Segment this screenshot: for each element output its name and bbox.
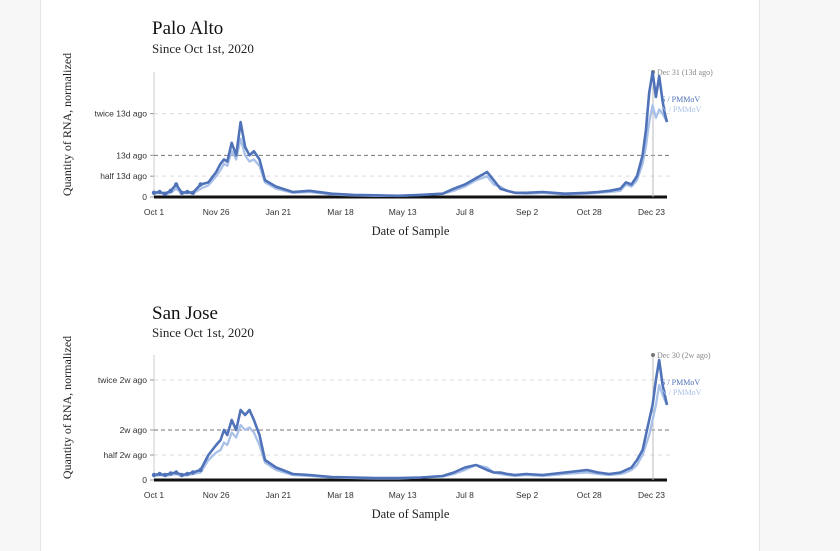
x-tick-label: Dec 23 <box>638 490 665 500</box>
chart-svg-palo-alto: 0 half 13d ago 13d ago twice 13d ago Oct 1 No… <box>60 53 713 238</box>
chart-title: Palo Alto <box>152 18 224 39</box>
x-axis-title: Date of Sample <box>372 507 450 521</box>
data-point <box>157 189 162 195</box>
y-tick-label: twice 2w ago <box>98 375 147 385</box>
x-tick-label: Jul 8 <box>456 490 474 500</box>
series-label: N / PMMoV <box>661 388 702 397</box>
x-tick-label: Jul 8 <box>456 207 474 217</box>
reference-annotation: Dec 30 (2w ago) <box>657 351 711 360</box>
x-tick-label: Nov 26 <box>203 490 230 500</box>
data-point <box>190 190 196 195</box>
data-point <box>174 182 179 187</box>
chart-panel-palo-alto: Palo Alto Since Oct 1st, 2020 0 half 13d … <box>41 0 759 260</box>
data-point <box>157 471 162 477</box>
chart-subtitle: Since Oct 1st, 2020 <box>152 325 254 340</box>
data-point <box>151 472 157 478</box>
data-point <box>198 467 203 473</box>
data-point <box>185 471 190 477</box>
series-line-s-pmmov <box>153 358 669 480</box>
series-label: S / PMMoV <box>661 95 700 104</box>
x-tick-label: Sep 2 <box>516 207 538 217</box>
reference-annotation: Dec 31 (13d ago) <box>657 68 713 77</box>
data-point <box>185 189 190 195</box>
x-axis-title: Date of Sample <box>372 224 450 238</box>
chart-title: San Jose <box>152 303 218 324</box>
data-point <box>162 191 168 196</box>
y-tick-label: 0 <box>142 192 147 202</box>
y-tick-label: 2w ago <box>120 425 148 435</box>
x-tick-label: Oct 1 <box>144 207 165 217</box>
data-point <box>168 471 173 476</box>
x-tick-label: Oct 1 <box>144 490 165 500</box>
x-tick-label: Mar 18 <box>327 490 354 500</box>
y-tick-label: half 13d ago <box>100 171 147 181</box>
data-point <box>162 472 168 478</box>
x-tick-label: Dec 23 <box>638 207 665 217</box>
x-tick-label: May 13 <box>389 207 417 217</box>
y-tick-label: half 2w ago <box>104 450 148 460</box>
data-point <box>190 470 196 475</box>
x-tick-label: Oct 28 <box>577 490 602 500</box>
data-point <box>179 190 184 195</box>
series-label: N / PMMoV <box>661 105 702 114</box>
data-point <box>179 472 184 478</box>
y-axis-title: Quantity of RNA, normalized <box>60 336 74 479</box>
x-tick-label: Nov 26 <box>203 207 230 217</box>
data-point <box>151 190 157 195</box>
series-label: S / PMMoV <box>661 378 700 387</box>
data-point <box>174 470 179 475</box>
x-tick-label: Sep 2 <box>516 490 538 500</box>
x-tick-label: May 13 <box>389 490 417 500</box>
y-tick-label: 0 <box>142 475 147 485</box>
chart-panel-san-jose: San Jose Since Oct 1st, 2020 0 half 2w ag… <box>41 283 759 543</box>
data-point <box>198 182 203 187</box>
y-tick-label: 13d ago <box>116 150 147 160</box>
x-tick-label: Jan 21 <box>266 490 292 500</box>
y-tick-label: twice 13d ago <box>95 109 148 119</box>
series-line-s-pmmov <box>153 70 669 198</box>
chart-subtitle: Since Oct 1st, 2020 <box>152 41 254 56</box>
x-tick-label: Oct 28 <box>577 207 602 217</box>
content-card: Palo Alto Since Oct 1st, 2020 0 half 13d … <box>40 0 760 551</box>
reference-point <box>651 353 655 357</box>
y-axis-title: Quantity of RNA, normalized <box>60 53 74 196</box>
series-line-n-pmmov <box>153 383 669 480</box>
x-tick-label: Jan 21 <box>266 207 292 217</box>
x-tick-label: Mar 18 <box>327 207 354 217</box>
chart-svg-san-jose: 0 half 2w ago 2w ago twice 2w ago Oct 1 Nov 2… <box>60 336 711 521</box>
data-point <box>168 188 173 193</box>
